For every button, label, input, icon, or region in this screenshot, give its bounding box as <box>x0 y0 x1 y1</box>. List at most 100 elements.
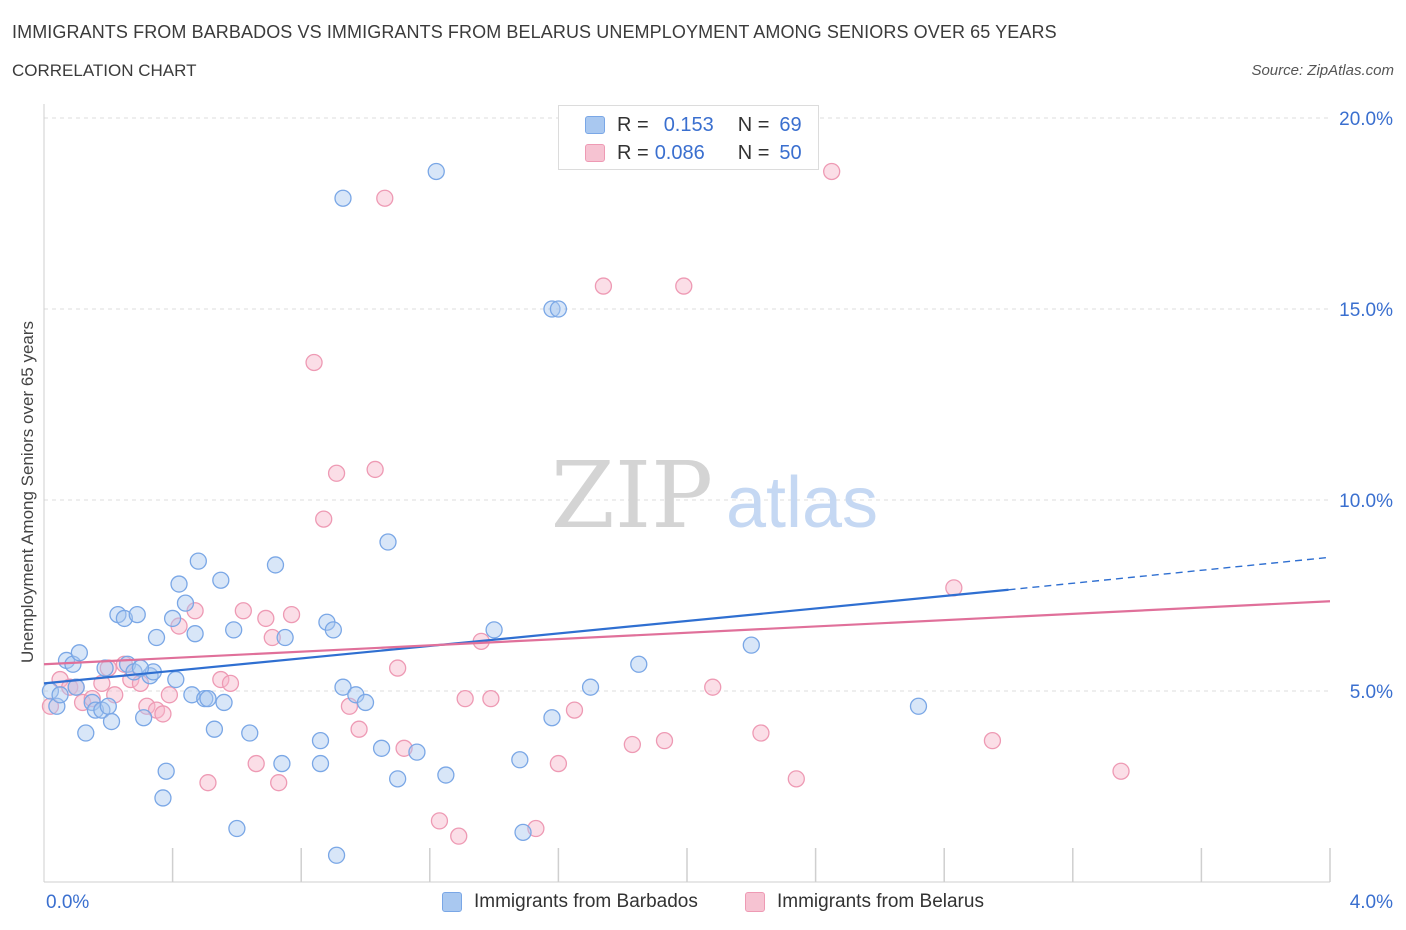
belarus-point <box>257 609 275 628</box>
belarus-point <box>450 827 468 845</box>
r-value: 0.086 <box>654 141 705 164</box>
belarus-swatch <box>585 144 605 162</box>
source-label: Source: ZipAtlas.com <box>1251 62 1394 79</box>
r-value: 0.153 <box>663 113 714 136</box>
legend-item-belarus: Immigrants from Belarus <box>745 890 984 914</box>
legend-row-barbados: R = 0.153 N = 69 <box>585 113 802 137</box>
belarus-point <box>160 686 179 704</box>
belarus-point <box>983 732 1002 750</box>
barbados-point <box>543 709 561 727</box>
barbados-point <box>189 552 207 570</box>
belarus-point <box>199 774 217 792</box>
barbados-point <box>511 751 529 769</box>
y-tick-label: 20.0% <box>1339 109 1393 130</box>
barbados-point <box>241 724 259 742</box>
x-tick-label: 0.0% <box>46 892 89 913</box>
n-label: N = <box>737 141 770 164</box>
belarus-legend-swatch <box>745 892 765 912</box>
barbados-trend-extension <box>1008 556 1331 591</box>
belarus-point <box>675 277 693 295</box>
barbados-point <box>266 556 285 574</box>
barbados-point <box>334 678 352 696</box>
belarus-point <box>234 602 252 620</box>
belarus-point <box>787 770 805 788</box>
barbados-point <box>388 770 407 788</box>
belarus-point <box>270 774 288 792</box>
y-tick-label: 10.0% <box>1339 491 1393 512</box>
barbados-point <box>77 724 95 742</box>
barbados-trend-line <box>43 588 1009 685</box>
chart-subtitle: CORRELATION CHART <box>12 61 197 80</box>
belarus-point <box>482 689 500 708</box>
barbados-point <box>205 720 224 738</box>
belarus-point <box>430 812 449 830</box>
belarus-point <box>1112 762 1130 780</box>
belarus-point <box>456 689 474 708</box>
barbados-point <box>225 621 243 639</box>
barbados-point <box>630 655 648 673</box>
barbados-point <box>273 754 291 773</box>
y-tick-label: 5.0% <box>1350 682 1393 703</box>
legend-item-barbados: Immigrants from Barbados <box>442 890 698 914</box>
barbados-point <box>437 766 455 784</box>
belarus-point <box>73 693 92 712</box>
belarus-point <box>395 739 413 757</box>
barbados-point <box>102 712 121 731</box>
barbados-point <box>86 701 105 719</box>
barbados-point <box>549 300 568 318</box>
barbados-point <box>427 162 445 181</box>
barbados-point <box>183 686 201 704</box>
barbados-point <box>115 609 134 628</box>
belarus-point <box>366 460 384 479</box>
belarus-point <box>655 732 674 750</box>
correlation-legend: R = 0.153 N = 69 R = 0.086 N = 50 <box>558 105 819 170</box>
barbados-point <box>327 846 346 864</box>
barbados-point <box>186 625 204 643</box>
barbados-point <box>167 670 185 689</box>
legend-label: Immigrants from Belarus <box>777 891 984 912</box>
belarus-point <box>350 720 368 738</box>
belarus-point <box>623 735 641 754</box>
watermark-zip: ZIP <box>551 442 713 549</box>
belarus-point <box>549 754 568 773</box>
belarus-point <box>594 277 613 295</box>
n-value: 69 <box>779 113 802 136</box>
belarus-trend-line <box>43 600 1331 666</box>
axes <box>43 104 1331 883</box>
barbados-point <box>96 659 114 677</box>
barbados-point <box>215 693 233 712</box>
belarus-point <box>388 659 407 677</box>
barbados-point <box>276 628 294 647</box>
belarus-point <box>565 701 584 719</box>
barbados-point <box>334 189 352 207</box>
barbados-point <box>356 693 375 712</box>
belarus-point <box>282 605 301 624</box>
belarus-point <box>305 353 323 372</box>
belarus-point <box>263 628 281 647</box>
n-label: N = <box>737 113 770 136</box>
barbados-point <box>128 605 146 624</box>
y-axis-label: Unemployment Among Seniors over 65 years <box>18 321 37 663</box>
barbados-point <box>70 644 89 662</box>
barbados-point <box>176 594 195 612</box>
n-value: 50 <box>779 141 802 164</box>
barbados-point <box>228 819 246 838</box>
barbados-point <box>485 621 503 639</box>
belarus-point <box>527 819 545 838</box>
belarus-point <box>212 670 230 689</box>
barbados-point <box>99 697 117 715</box>
barbados-point <box>372 739 391 757</box>
barbados-point <box>742 636 760 654</box>
belarus-point <box>327 464 346 482</box>
data-points <box>41 162 1130 864</box>
barbados-point <box>581 678 600 696</box>
barbados-point <box>157 762 175 780</box>
belarus-point <box>41 697 60 715</box>
trend-lines <box>43 556 1331 685</box>
x-tick-label: 4.0% <box>1350 892 1393 913</box>
barbados-point <box>199 689 217 708</box>
tick-labels: 5.0% 10.0% 15.0% 20.0% 0.0% 4.0% <box>46 109 1393 913</box>
r-label: R = <box>617 141 649 164</box>
barbados-point <box>135 709 153 727</box>
